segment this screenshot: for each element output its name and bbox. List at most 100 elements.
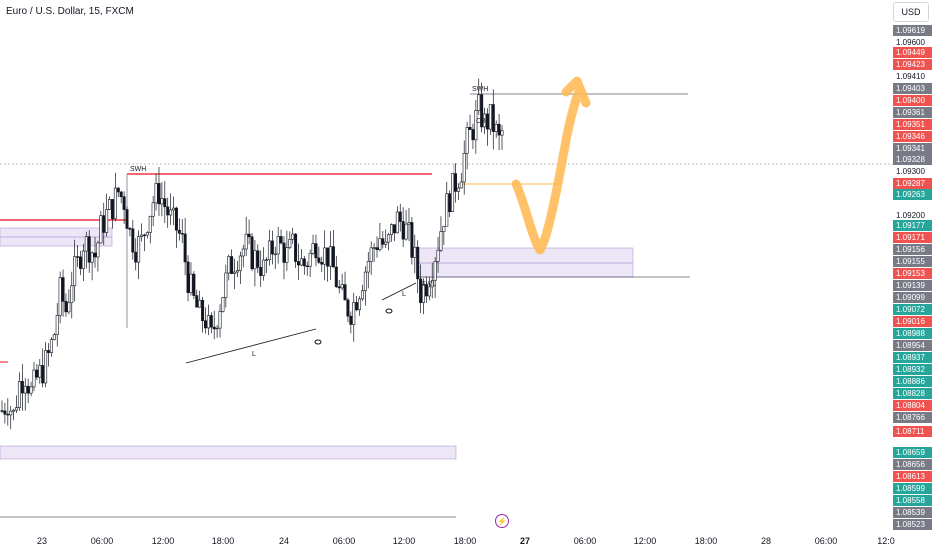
candle-body <box>47 350 51 353</box>
price-label: 1.08804 <box>893 400 932 411</box>
candle-body <box>203 320 207 329</box>
candle-body <box>215 327 219 330</box>
candle-body <box>427 286 431 297</box>
candle-body <box>453 173 457 192</box>
candle-body <box>81 250 85 269</box>
price-label: 1.09263 <box>893 189 932 200</box>
time-label: 24 <box>278 536 290 546</box>
candle-body <box>384 241 388 245</box>
price-label: 1.08932 <box>893 364 932 375</box>
candle-body <box>363 271 367 292</box>
currency-button[interactable]: USD <box>893 2 929 22</box>
candle-body <box>151 202 155 217</box>
candle-body <box>328 246 332 267</box>
price-label: 1.08539 <box>893 507 932 518</box>
price-label: 1.09177 <box>893 220 932 231</box>
candle-body <box>183 233 187 263</box>
price-label: 1.08613 <box>893 471 932 482</box>
demand-zone <box>417 247 634 278</box>
candle-body <box>134 251 138 263</box>
candle-body <box>404 223 408 240</box>
price-label: 1.09072 <box>893 304 932 315</box>
candle-body <box>29 386 33 394</box>
candle-body <box>291 233 295 240</box>
candle-body <box>12 409 16 412</box>
candle-body <box>372 247 376 249</box>
candle-body <box>422 284 426 303</box>
candle-body <box>337 286 341 289</box>
price-label: 1.08659 <box>893 447 932 458</box>
lightning-icon[interactable]: ⚡ <box>495 514 509 528</box>
candle-body <box>55 315 59 335</box>
candle-body <box>387 234 391 243</box>
candle-body <box>299 258 303 266</box>
candle-body <box>436 249 440 262</box>
candle-body <box>20 381 24 394</box>
candle-body <box>140 234 144 237</box>
price-label: 1.08523 <box>893 519 932 530</box>
candle-body <box>465 127 469 154</box>
candle-body <box>108 199 112 210</box>
candle-body <box>102 215 106 233</box>
price-label: 1.09341 <box>893 143 932 154</box>
time-label: 12:00 <box>392 536 416 546</box>
candle-body <box>302 258 306 267</box>
candle-body <box>137 236 141 263</box>
candle-body <box>198 299 202 308</box>
candle-body <box>145 232 149 236</box>
candle-body <box>241 248 245 257</box>
candle-body <box>294 233 298 262</box>
annotation-label: L <box>252 351 256 358</box>
candle-body <box>267 240 271 261</box>
candle-body <box>419 278 423 303</box>
price-label: 1.09200 <box>896 211 925 220</box>
candle-body <box>113 187 117 220</box>
candle-body <box>265 259 269 261</box>
candle-body <box>259 267 263 276</box>
candle-body <box>474 110 478 141</box>
candle-body <box>32 369 36 388</box>
candle-body <box>221 297 225 312</box>
candle-body <box>308 253 312 267</box>
candle-body <box>270 240 274 255</box>
candle-body <box>442 225 446 232</box>
candle-body <box>38 365 42 378</box>
candle-body <box>378 238 382 251</box>
candle-body <box>311 243 315 254</box>
candle-body <box>195 295 199 308</box>
candle-body <box>35 369 39 378</box>
time-label: 06:00 <box>573 536 597 546</box>
candle-body <box>352 302 356 325</box>
candle-body <box>253 250 257 270</box>
candle-body <box>52 334 56 340</box>
price-label: 1.09600 <box>896 38 925 47</box>
candle-body <box>41 365 45 384</box>
candle-body <box>288 239 292 248</box>
candle-body <box>96 242 100 258</box>
candle-body <box>317 257 321 263</box>
candle-body <box>433 261 437 281</box>
candle-body <box>238 255 242 271</box>
annotation-label: SWH <box>472 86 488 93</box>
candle-body <box>49 339 53 353</box>
candle-body <box>17 381 21 408</box>
candle-body <box>3 410 7 415</box>
candle-body <box>73 256 77 287</box>
annotation-label: SWH <box>130 166 146 173</box>
candle-body <box>439 231 443 251</box>
time-label: 18:00 <box>211 536 235 546</box>
candle-body <box>230 256 234 274</box>
price-label: 1.09449 <box>893 47 932 58</box>
candle-body <box>456 187 460 192</box>
candle-body <box>122 196 126 210</box>
candle-body <box>323 247 327 265</box>
candle-body <box>410 222 414 258</box>
price-label: 1.09403 <box>893 83 932 94</box>
candle-body <box>480 94 484 128</box>
candle-body <box>76 256 80 258</box>
candle-body <box>468 127 472 130</box>
eye-icon <box>385 308 393 314</box>
candle-body <box>93 252 97 258</box>
price-label: 1.09351 <box>893 119 932 130</box>
